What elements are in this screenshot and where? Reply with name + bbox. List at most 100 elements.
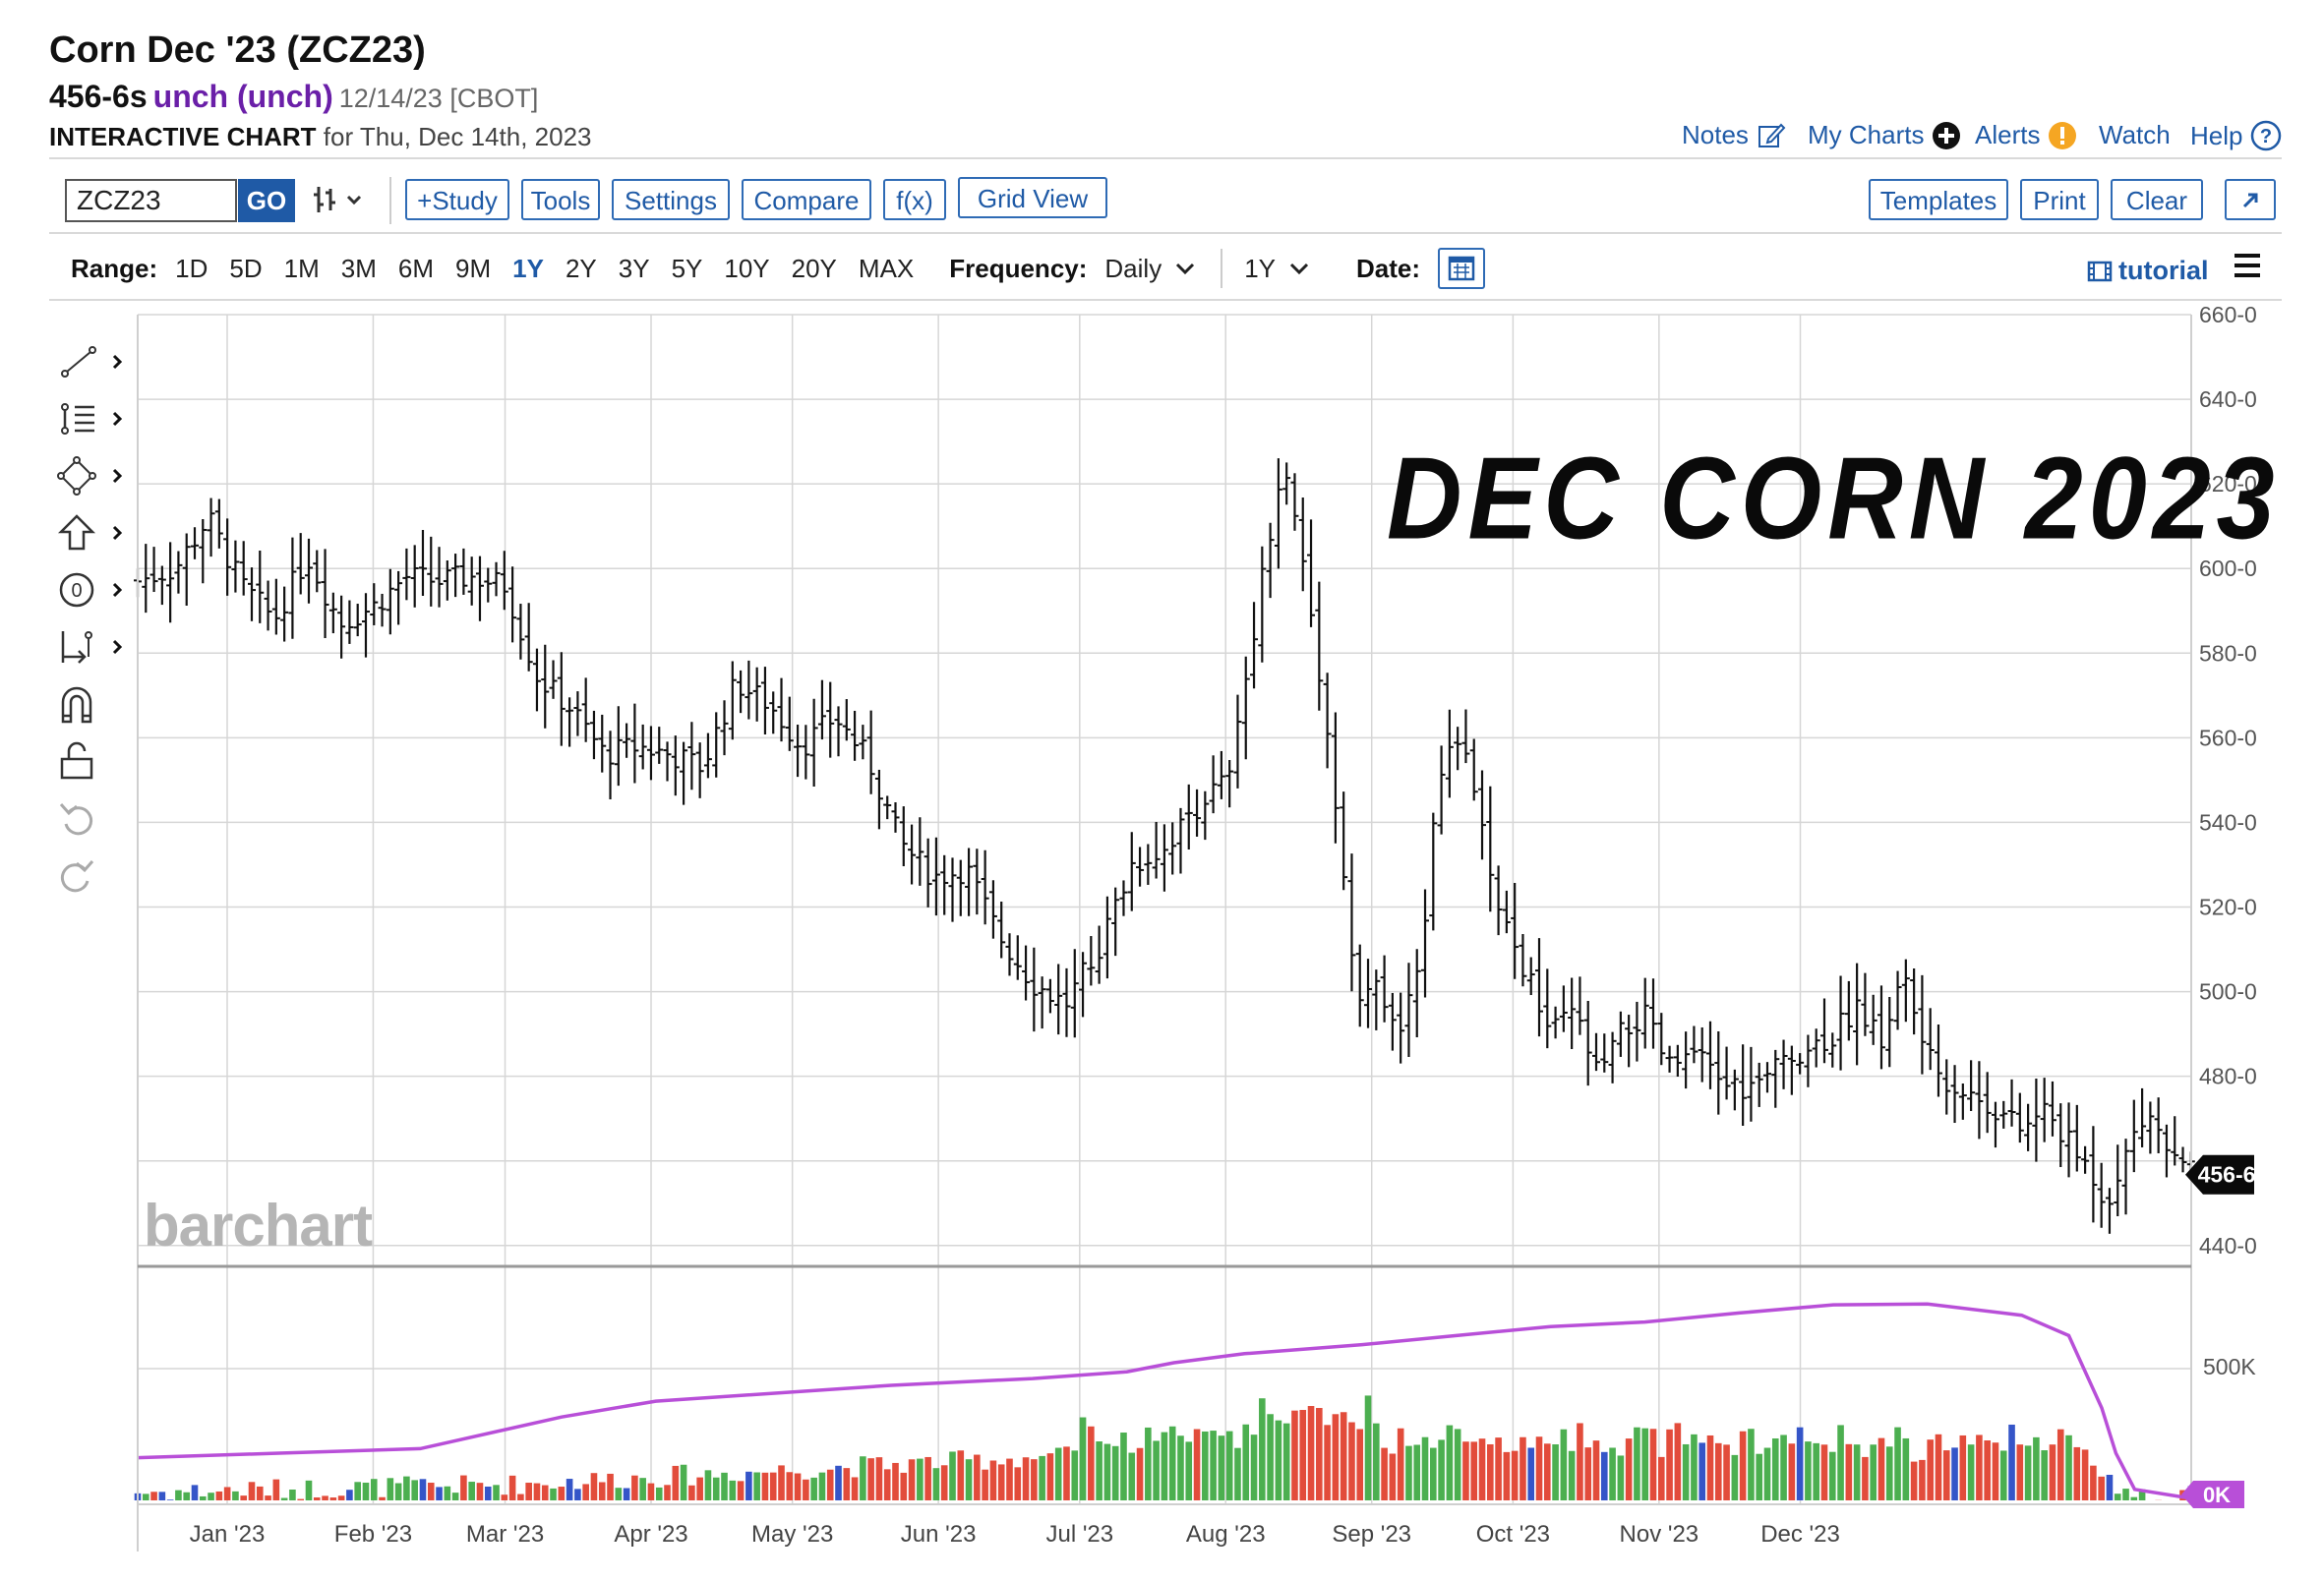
- go-button[interactable]: GO: [238, 179, 295, 222]
- last-price-label: 456-6: [2198, 1162, 2256, 1188]
- volume-bar: [786, 1472, 794, 1500]
- watch-link[interactable]: Watch: [2099, 120, 2171, 150]
- my-charts-link[interactable]: My Charts: [1808, 120, 1961, 150]
- help-link[interactable]: Help ?: [2190, 120, 2282, 151]
- volume-bar: [484, 1486, 492, 1500]
- price-tick-label: 480-0: [2199, 1064, 2257, 1089]
- volume-bar: [1462, 1441, 1469, 1500]
- magnet-tool[interactable]: [57, 684, 136, 724]
- alerts-link[interactable]: Alerts: [1975, 120, 2077, 150]
- volume-bar: [1014, 1467, 1022, 1500]
- volume-bar: [183, 1492, 191, 1500]
- help-label: Help: [2190, 120, 2243, 150]
- tools-button[interactable]: Tools: [521, 179, 600, 220]
- symbol-input[interactable]: [65, 179, 237, 222]
- volume-bar: [1389, 1453, 1397, 1500]
- range-max[interactable]: MAX: [858, 253, 915, 283]
- range-label: Range:: [71, 253, 158, 283]
- volume-bar: [1828, 1451, 1836, 1500]
- volume-bar: [493, 1485, 500, 1500]
- volume-bar: [1520, 1436, 1526, 1500]
- annotation-text: DEC CORN 2023: [1387, 434, 2281, 564]
- menu-button[interactable]: [2233, 252, 2262, 284]
- calendar-button[interactable]: [1438, 248, 1486, 289]
- volume-bar: [1748, 1429, 1755, 1500]
- grid-view-button[interactable]: Grid View: [958, 177, 1107, 218]
- range-5d[interactable]: 5D: [229, 253, 263, 283]
- volume-bar: [1584, 1447, 1592, 1500]
- my-charts-label: My Charts: [1808, 120, 1925, 149]
- volume-bar: [892, 1462, 899, 1500]
- range-2y[interactable]: 2Y: [565, 253, 597, 283]
- chart-axes: 660-0 640-0 620-0 600-0 580-0 560-0 540-0 520-0…: [137, 302, 2257, 1552]
- volume-bar: [517, 1493, 524, 1500]
- volume-bar: [1063, 1446, 1070, 1500]
- volume-bar: [223, 1487, 231, 1500]
- magnet-icon: [61, 686, 92, 724]
- range-20y[interactable]: 20Y: [791, 253, 837, 283]
- fib-tool[interactable]: [57, 399, 136, 439]
- volume-bar: [1592, 1440, 1600, 1500]
- range-1d[interactable]: 1D: [175, 253, 209, 283]
- tutorial-link[interactable]: tutorial: [2087, 256, 2209, 286]
- shapes-tool[interactable]: [57, 456, 136, 496]
- compare-button[interactable]: Compare: [742, 179, 871, 220]
- volume-bar: [1103, 1443, 1111, 1500]
- clear-button[interactable]: Clear: [2111, 179, 2203, 220]
- expand-button[interactable]: [2225, 179, 2276, 220]
- notes-link[interactable]: Notes: [1682, 120, 1786, 150]
- volume-bar: [1079, 1417, 1087, 1500]
- chart-type-icon[interactable]: [311, 183, 370, 223]
- price-tick-label: 580-0: [2199, 640, 2257, 666]
- range-1y[interactable]: 1Y: [512, 253, 544, 283]
- function-button[interactable]: f(x): [883, 179, 946, 220]
- undo-icon: [59, 803, 93, 836]
- x-tick-label: Feb '23: [334, 1521, 412, 1548]
- range-3m[interactable]: 3M: [340, 253, 377, 283]
- volume-bar: [1796, 1427, 1804, 1500]
- range-6m[interactable]: 6M: [397, 253, 434, 283]
- volume-bar: [150, 1492, 157, 1500]
- volume-bar: [2008, 1424, 2015, 1500]
- volume-bar: [2106, 1474, 2114, 1500]
- measure-tool[interactable]: [57, 627, 136, 667]
- volume-bar: [1111, 1445, 1119, 1500]
- volume-bar: [272, 1479, 280, 1500]
- period-select[interactable]: 1Y: [1244, 254, 1309, 284]
- volume-bar: [166, 1499, 174, 1500]
- print-button[interactable]: Print: [2020, 179, 2099, 220]
- arrow-up-icon: [57, 514, 123, 551]
- arrow-tool[interactable]: [57, 513, 136, 553]
- undo-tool[interactable]: [57, 798, 136, 838]
- counter-tool[interactable]: 0: [57, 570, 136, 610]
- page-title: Corn Dec '23 (ZCZ23): [49, 29, 426, 71]
- volume-bar: [1682, 1443, 1690, 1500]
- volume-bar: [883, 1469, 891, 1500]
- volume-bar: [957, 1450, 965, 1500]
- lock-tool[interactable]: [57, 741, 136, 781]
- redo-tool[interactable]: [57, 855, 136, 895]
- volume-bar: [1275, 1420, 1282, 1500]
- volume-bar: [867, 1458, 874, 1500]
- templates-button[interactable]: Templates: [1869, 179, 2008, 220]
- volume-bar: [932, 1468, 940, 1500]
- volume-bar: [1177, 1435, 1184, 1500]
- study-button[interactable]: +Study: [405, 179, 509, 220]
- volume-bar: [322, 1495, 328, 1500]
- volume-bar: [810, 1477, 817, 1500]
- volume-bar: [1046, 1453, 1054, 1500]
- line-draw-tool[interactable]: [57, 342, 136, 381]
- range-1m[interactable]: 1M: [283, 253, 320, 283]
- volume-bar: [411, 1480, 418, 1500]
- settings-button[interactable]: Settings: [612, 179, 730, 220]
- volume-bar: [1022, 1457, 1030, 1500]
- volume-bar: [1234, 1447, 1241, 1500]
- frequency-select[interactable]: Daily: [1104, 254, 1195, 284]
- range-10y[interactable]: 10Y: [724, 253, 770, 283]
- x-tick-label: Oct '23: [1476, 1521, 1550, 1548]
- volume-bar: [1031, 1459, 1038, 1500]
- range-5y[interactable]: 5Y: [671, 253, 703, 283]
- range-9m[interactable]: 9M: [455, 253, 492, 283]
- range-3y[interactable]: 3Y: [618, 253, 650, 283]
